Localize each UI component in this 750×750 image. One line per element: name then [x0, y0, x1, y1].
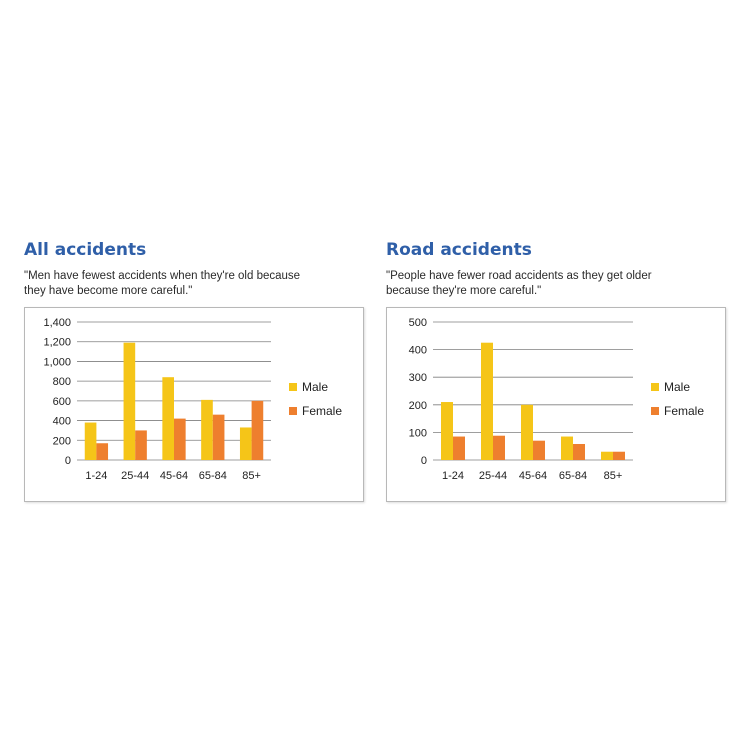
panel-quote: "People have fewer road accidents as the… [386, 270, 652, 297]
x-tick-label: 25-44 [479, 470, 507, 482]
bar-male [123, 342, 136, 460]
y-tick-label: 1,200 [43, 337, 71, 349]
bar-female [453, 436, 465, 460]
bar-female [135, 430, 147, 460]
y-tick-label: 500 [409, 317, 427, 329]
x-tick-label: 1-24 [442, 470, 464, 482]
bar-male [201, 399, 213, 460]
y-tick-label: 200 [53, 435, 71, 447]
bar-female [251, 400, 264, 460]
bar-male [561, 436, 573, 460]
legend-label: Female [302, 404, 342, 418]
bar-female [533, 440, 545, 460]
x-tick-label: 65-84 [199, 470, 227, 482]
y-tick-label: 0 [421, 455, 427, 467]
panel-title: Road accidents [386, 240, 532, 260]
y-tick-label: 200 [409, 400, 427, 412]
bar-female [613, 451, 625, 460]
bar-female [212, 414, 225, 460]
bar-female [493, 435, 505, 460]
y-tick-label: 600 [53, 396, 71, 408]
y-tick-label: 1,400 [43, 317, 71, 329]
all-accidents-chart: 0 200 400 600 800 1,000 1,200 1,400 1-24 25-44 45-… [43, 317, 342, 482]
y-tick-label: 300 [409, 372, 427, 384]
panel-quote: "Men have fewest accidents when they're … [24, 270, 301, 297]
x-tick-label: 45-64 [160, 470, 188, 482]
x-tick-label: 25-44 [121, 470, 149, 482]
bar-male [441, 402, 453, 460]
bar-male [521, 404, 533, 460]
bar-female [573, 443, 585, 460]
bar-male [84, 422, 97, 460]
legend-label: Male [664, 380, 690, 394]
y-tick-label: 1,000 [43, 356, 71, 368]
legend-swatch-male [289, 383, 297, 391]
legend-swatch-male [651, 383, 659, 391]
y-tick-label: 400 [53, 416, 71, 428]
bar-male [481, 342, 493, 460]
legend-label: Female [664, 404, 704, 418]
y-tick-label: 800 [53, 376, 71, 388]
x-tick-label: 45-64 [519, 470, 547, 482]
bar-male [601, 451, 613, 460]
chart-frame: 0 200 400 600 800 1,000 1,200 1,400 1-24 25-44 45-… [24, 307, 364, 502]
y-tick-label: 400 [409, 345, 427, 357]
road-accidents-chart: 0 100 200 300 400 500 1-24 25-44 45-64 65-84 85+ Ma… [409, 317, 705, 482]
bar-male [162, 377, 174, 460]
chart-frame: 0 100 200 300 400 500 1-24 25-44 45-64 65-84 85+ Ma… [386, 307, 726, 502]
x-tick-label: 65-84 [559, 470, 587, 482]
x-tick-label: 85+ [604, 470, 623, 482]
all-accidents-panel: All accidents "Men have fewest accidents… [24, 240, 364, 502]
panel-title: All accidents [24, 240, 147, 260]
bar-male [239, 427, 252, 460]
y-tick-label: 0 [65, 455, 71, 467]
bar-female [174, 418, 186, 460]
y-tick-label: 100 [409, 427, 427, 439]
x-tick-label: 1-24 [85, 470, 107, 482]
x-tick-label: 85+ [242, 470, 261, 482]
bar-female [96, 443, 109, 460]
road-accidents-panel: Road accidents "People have fewer road a… [386, 240, 726, 502]
legend-swatch-female [651, 407, 659, 415]
legend-label: Male [302, 380, 328, 394]
legend-swatch-female [289, 407, 297, 415]
